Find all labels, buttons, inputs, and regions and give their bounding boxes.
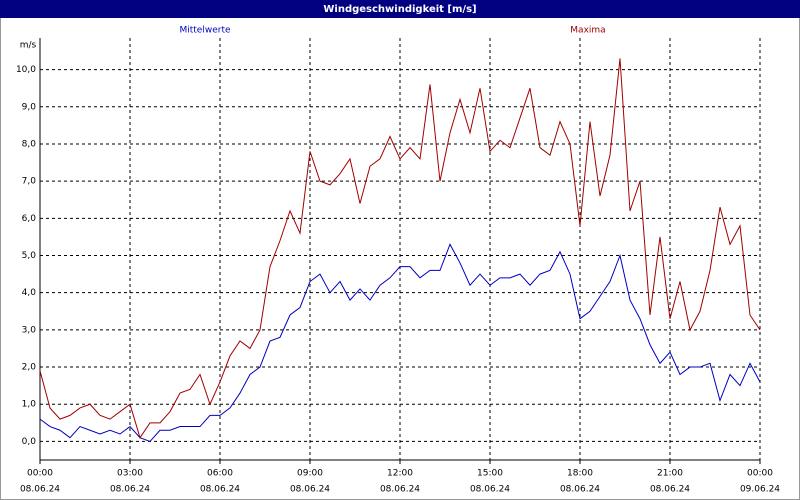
x-tick-date: 08.06.24 xyxy=(560,485,600,495)
x-tick-date: 08.06.24 xyxy=(200,485,240,495)
x-tick-date: 08.06.24 xyxy=(20,485,60,495)
chart-title: Windgeschwindigkeit [m/s] xyxy=(323,4,476,15)
x-tick-date: 08.06.24 xyxy=(470,485,510,495)
x-tick-date: 08.06.24 xyxy=(110,485,150,495)
y-tick-label: 2,0 xyxy=(22,363,37,373)
x-tick-label: 12:00 xyxy=(387,469,413,479)
y-tick-label: 3,0 xyxy=(22,325,37,335)
title-bar xyxy=(0,0,800,18)
x-tick-date: 08.06.24 xyxy=(290,485,330,495)
y-tick-label: 7,0 xyxy=(22,177,37,187)
data-line xyxy=(39,243,761,442)
y-tick-label: 10,0 xyxy=(16,65,36,75)
y-tick-label: 4,0 xyxy=(22,288,37,298)
y-tick-label: 8,0 xyxy=(22,139,37,149)
data-line xyxy=(39,58,761,439)
legend-label: Maxima xyxy=(570,26,605,36)
y-tick-label: 5,0 xyxy=(22,251,37,261)
y-unit: m/s xyxy=(20,41,37,51)
legend-label: Mittelwerte xyxy=(179,26,230,36)
x-tick-label: 03:00 xyxy=(117,469,143,479)
x-tick-label: 21:00 xyxy=(657,469,683,479)
y-tick-label: 6,0 xyxy=(22,214,37,224)
x-tick-date: 09.06.24 xyxy=(740,485,780,495)
x-tick-label: 09:00 xyxy=(297,469,323,479)
x-tick-label: 18:00 xyxy=(567,469,593,479)
x-tick-label: 00:00 xyxy=(27,469,53,479)
y-tick-label: 1,0 xyxy=(22,400,37,410)
x-tick-date: 08.06.24 xyxy=(650,485,690,495)
y-tick-label: 9,0 xyxy=(22,102,37,112)
x-tick-label: 00:00 xyxy=(747,469,773,479)
x-tick-label: 06:00 xyxy=(207,469,233,479)
x-tick-label: 15:00 xyxy=(477,469,503,479)
x-tick-date: 08.06.24 xyxy=(380,485,420,495)
y-tick-label: 0,0 xyxy=(22,437,37,447)
